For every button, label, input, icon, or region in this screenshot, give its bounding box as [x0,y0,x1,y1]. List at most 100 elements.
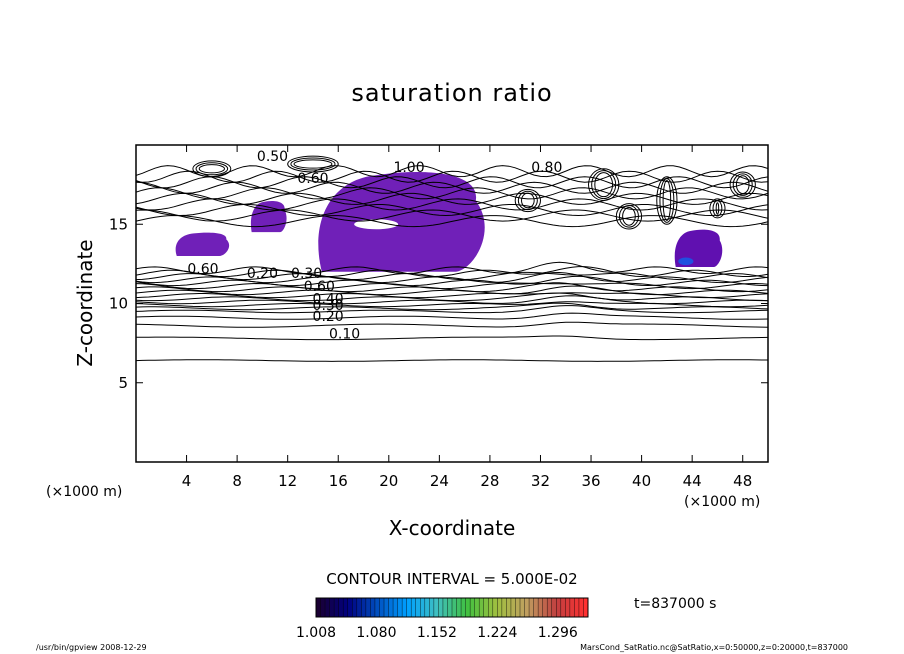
supersaturated-region [250,200,287,233]
colorbar-segment [556,598,562,617]
colorbar-segment [374,598,380,617]
plot-content: 0.500.601.00 0.800.60 0.20 0.300.600.400.30… [136,149,768,362]
colorbar-segment [470,598,475,617]
colorbar-segment [538,598,543,617]
colorbar-segment [347,598,353,617]
colorbar-segment [420,598,426,617]
contour-loop [618,205,639,228]
colorbar-segment [542,598,548,617]
contour-line [136,181,768,194]
contour-line [136,198,768,211]
contour-loop [729,171,756,198]
x-axis-label: X-coordinate [389,516,516,540]
colorbar-segment [529,598,534,617]
colorbar-segment [501,598,507,617]
x-tick-label: 16 [329,472,348,490]
x-tick-label: 36 [581,472,600,490]
x-tick-label: 20 [379,472,398,490]
colorbar-segment [329,598,335,617]
contour-line [136,321,768,328]
colorbar-segment [356,598,362,617]
colorbar-segment [578,598,584,617]
x-unit-left: (×1000 m) [46,484,122,500]
x-unit-right: (×1000 m) [684,494,760,510]
colorbar-segment [433,598,439,617]
colorbar-segment [334,598,339,617]
contour-line [136,302,768,311]
colorbar-segment [565,598,571,617]
colorbar-segment [365,598,371,617]
contour-loop [735,175,750,195]
contour-loop [615,203,643,230]
contour-line [136,301,768,308]
colorbar-segment [560,598,566,617]
peak-core [678,257,694,266]
colorbar-segment [320,598,326,617]
contour-loop [514,188,541,213]
colorbar-segment [474,598,480,617]
x-tick-label: 8 [232,472,242,490]
colorbar-segment [547,598,553,617]
colorbar-segment [438,598,444,617]
colorbar-segment [574,598,580,617]
contour-loop [659,178,675,223]
contour-label: 0.40 [313,292,344,308]
x-tick-label: 32 [531,472,550,490]
colorbar-tick-label: 1.080 [356,625,396,641]
contour-line [136,261,768,275]
x-tick-label: 40 [632,472,651,490]
footer-left: /usr/bin/gpview 2008-12-29 [36,643,147,652]
x-tick-label: 4 [182,472,192,490]
contour-loop [198,164,225,174]
contour-line [136,266,768,278]
colorbar-tick-labels: 1.008 1.080 1.152 1.224 1.296 [296,625,578,641]
contour-loop [290,157,336,171]
footer-right: MarsCond_SatRatio.nc@SatRatio,x=0:50000,… [580,643,848,652]
contour-line [136,292,768,302]
colorbar-segment [338,598,344,617]
x-tick-label: 28 [480,472,499,490]
contour-line [136,282,768,290]
contour-loop [287,155,339,173]
contour-line [136,214,768,228]
colorbar-segment [551,598,557,617]
colorbar-segment [497,598,503,617]
colorbar-segment [479,598,485,617]
colorbar-segment [483,598,489,617]
colorbar-segment [524,598,530,617]
contour-line [136,187,768,200]
contour-loop [732,173,753,196]
y-tick-label: 10 [109,295,128,313]
colorbar-segment [583,598,589,617]
contour-line [136,312,768,320]
contour-loop [517,190,538,211]
contour-label: 0.50 [257,149,288,165]
contour-line [136,335,768,341]
colorbar-segment [352,598,358,617]
colorbar-tick-label: 1.296 [538,625,578,641]
colorbar-segment [397,598,403,617]
contour-loop [192,160,232,178]
colorbar-segment [388,598,394,617]
y-axis-label: Z-coordinate [73,239,97,366]
contour-label: 1.00 [393,160,424,176]
colorbar-segment [461,598,466,617]
colorbar-segment [406,598,412,617]
supersaturated-region [318,172,485,272]
colorbar-segment [533,598,539,617]
contour-loop [293,159,333,169]
colorbar-segment [361,598,367,617]
colorbar-segment [452,598,457,617]
colorbar-segment [465,598,471,617]
x-tick-label: 12 [278,472,297,490]
colorbar-segment [456,598,462,617]
contour-loop [594,172,614,198]
contour-loop [622,206,636,226]
colorbar-segment [415,598,421,617]
contour-loop [195,162,229,176]
y-tick-label: 5 [118,374,128,392]
contour-loop [715,202,720,215]
contour-loop [656,176,678,225]
contour-loop [662,180,672,221]
contour-label: 0.80 [531,160,562,176]
